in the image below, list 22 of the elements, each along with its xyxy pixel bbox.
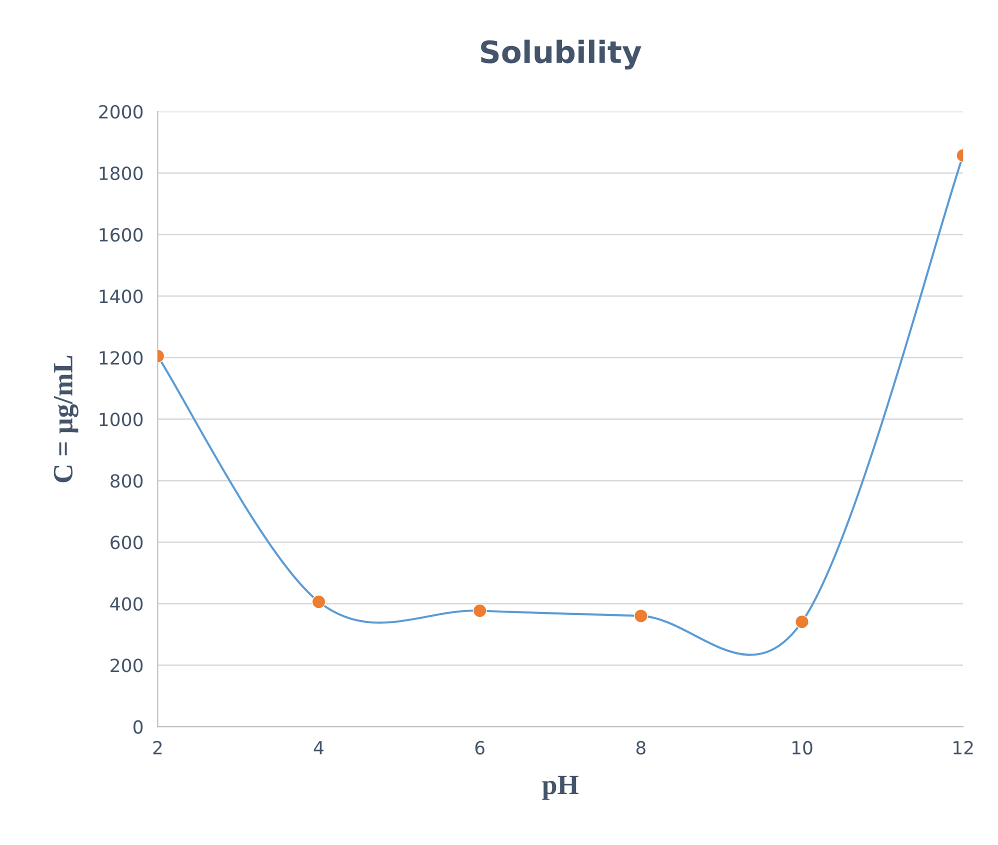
point <box>472 604 487 618</box>
x-tick-label: 10 <box>792 740 812 755</box>
y-tick-label: 1600 <box>100 228 143 242</box>
point <box>634 609 648 623</box>
y-axis-title: C = µg/mL <box>54 356 78 482</box>
y-tick-label: 800 <box>110 474 143 488</box>
x-tick-label: 12 <box>954 740 973 754</box>
chart-title: Solubility <box>481 40 642 70</box>
x-tick-label: 4 <box>314 741 324 754</box>
x-tick-label: 8 <box>636 740 646 755</box>
x-axis-title: pH <box>542 776 578 800</box>
y-tick-label: 1800 <box>100 166 143 180</box>
y-tick-label: 2000 <box>99 105 143 119</box>
y-tick-label: 200 <box>110 658 143 672</box>
y-tick-label: 1000 <box>100 412 143 426</box>
y-tick-label: 1400 <box>100 290 143 304</box>
y-tick-label: 1200 <box>100 351 143 365</box>
y-tick-label: 0 <box>134 720 143 734</box>
x-tick-label: 6 <box>475 740 484 755</box>
y-tick-label: 600 <box>110 536 143 550</box>
y-tick-label: 400 <box>110 597 143 611</box>
x-tick-label: 2 <box>153 740 162 754</box>
